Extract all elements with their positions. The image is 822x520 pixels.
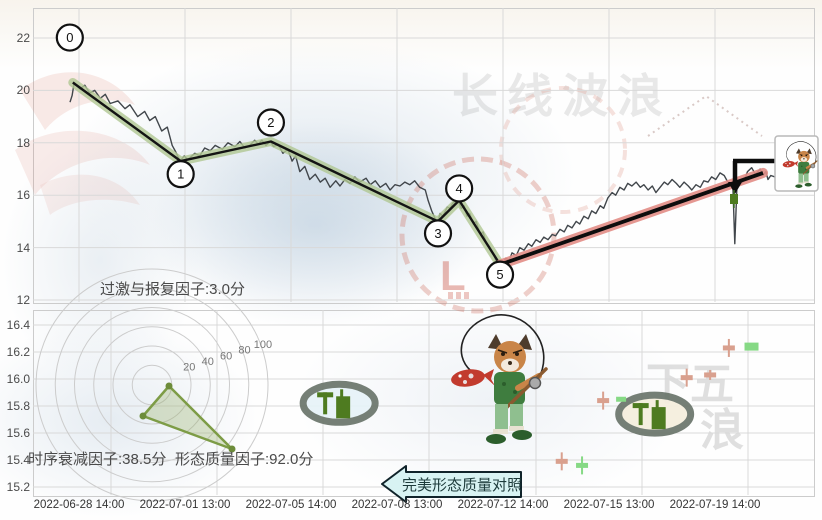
mini-candle-icon: [616, 396, 627, 402]
left-arrow-icon: [381, 465, 522, 503]
entry-annotation: [728, 158, 778, 208]
candle-body-icon: [651, 407, 666, 430]
radar-tick-label: 100: [254, 339, 272, 351]
wave-zigzag-line: [72, 81, 502, 266]
radar-vertex-dot: [139, 412, 147, 420]
candle-body: [704, 372, 717, 378]
radar-ring: [112, 345, 192, 425]
candle-body: [744, 342, 759, 351]
candle-body: [616, 396, 627, 402]
radar-ring: [54, 287, 250, 483]
candle-badge-icon: [615, 391, 695, 437]
radar-chart: 20 40 60 80 100: [35, 268, 272, 502]
radar-tick-label: 80: [238, 345, 250, 357]
wave-point-circle: [256, 108, 286, 137]
wave-point-number: 0: [66, 30, 73, 45]
mini-candle-icon: [680, 368, 693, 387]
perfect-pattern-callout[interactable]: 完美形态质量对照: [381, 465, 522, 503]
mini-candle-icon: [576, 456, 589, 475]
candle-hammer-icon: [323, 392, 328, 415]
radar-ring: [74, 307, 230, 463]
wave-point-circle: [55, 23, 84, 52]
candle-wick: [655, 400, 659, 409]
wave-point-marker: 0: [55, 23, 84, 52]
radar-ring: [93, 326, 211, 444]
radar-tick-label: 40: [202, 356, 214, 368]
wave-point-circle: [423, 219, 453, 248]
mount-fuji-sketch: [647, 94, 763, 137]
wave-point-marker: 1: [166, 160, 195, 189]
fisherman-badge: [774, 135, 819, 192]
app-watermark: 长线波浪: [452, 70, 672, 122]
mini-candle-icon: [722, 338, 735, 357]
mini-candle-icon: [555, 452, 568, 471]
candle-wick: [340, 389, 344, 398]
wave-point-number: 4: [456, 181, 463, 196]
wave-point-circle: [166, 160, 195, 189]
candle-body: [597, 398, 610, 404]
wave-point-number: 1: [177, 167, 184, 182]
wave-point-number: 5: [496, 267, 503, 282]
down-arrow-icon: [728, 182, 742, 194]
wave-point-marker: 2: [256, 108, 286, 137]
corner-watermark-line2: 浪: [700, 406, 744, 455]
trend-line: [499, 171, 764, 267]
wave-point-marker: 3: [423, 219, 453, 248]
mini-candle-icon: [597, 391, 610, 410]
radar-polygon: [141, 384, 234, 451]
wave-point-marker: 4: [445, 174, 474, 203]
radar-tick-label: 60: [220, 350, 232, 362]
seal-letter: L: [440, 252, 466, 299]
wave-point-number: 3: [434, 226, 441, 241]
candle-body: [722, 345, 735, 351]
candle-body: [555, 458, 568, 464]
mini-candle-icon: [744, 342, 759, 351]
radar-vertex-dot: [165, 382, 173, 390]
fox-fisherman-illustration: [450, 315, 546, 444]
candle-body-icon: [336, 396, 351, 419]
radar-ring: [35, 268, 269, 502]
radar-tick-label: 20: [183, 362, 195, 374]
candle-hammer-icon: [638, 403, 643, 426]
wave-point-marker: 5: [485, 260, 515, 289]
callout-label: 完美形态质量对照: [402, 477, 522, 494]
wave-point-circle: [445, 174, 474, 203]
radar-vertex-dot: [228, 445, 236, 453]
mini-candle-icon: [704, 369, 717, 380]
wave-point-number: 2: [267, 115, 274, 130]
wave-point-circle: [485, 260, 515, 289]
candle-badge-icon: [299, 380, 379, 426]
gridlines: [33, 8, 814, 495]
candle-body: [576, 462, 589, 468]
candle-body: [680, 375, 693, 381]
